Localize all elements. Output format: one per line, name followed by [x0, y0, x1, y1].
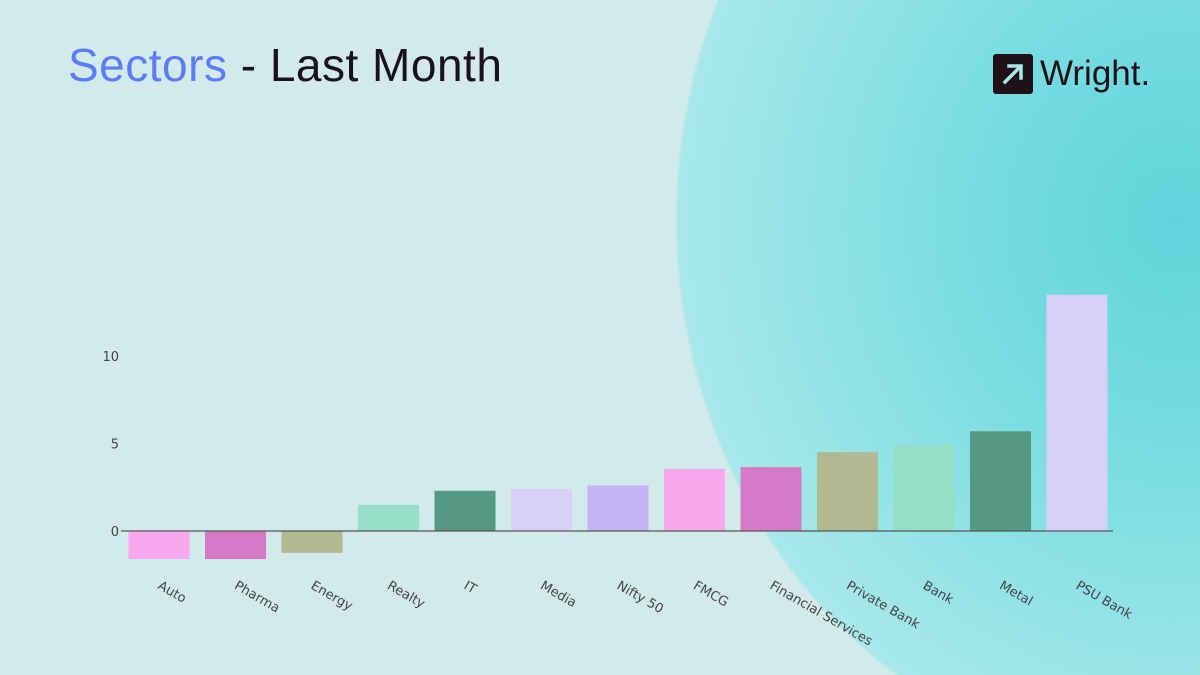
- x-tick-label: Media: [538, 578, 579, 611]
- x-tick-label: Bank: [920, 578, 956, 608]
- x-tick-label: FMCG: [691, 578, 731, 610]
- x-tick-label: IT: [461, 578, 479, 597]
- bar-bank: [893, 445, 955, 531]
- x-tick-label: Realty: [385, 578, 428, 612]
- bar-psu-bank: [1046, 294, 1108, 531]
- bar-private-bank: [817, 452, 878, 531]
- bar-it: [434, 490, 496, 531]
- bar-fmcg: [664, 468, 725, 531]
- x-tick-label: Pharma: [232, 578, 283, 616]
- title-rest: - Last Month: [227, 39, 503, 91]
- y-tick-label: 10: [102, 350, 119, 365]
- logo: Wright.: [993, 54, 1150, 94]
- x-tick-label: PSU Bank: [1073, 578, 1135, 622]
- x-tick-label: Energy: [308, 578, 355, 614]
- y-tick-label: 0: [111, 525, 119, 540]
- y-tick-label: 5: [111, 438, 119, 453]
- x-tick-label: Nifty 50: [614, 578, 666, 617]
- x-tick-label: Metal: [997, 578, 1036, 609]
- bar-pharma: [205, 531, 266, 559]
- bar-realty: [358, 504, 419, 531]
- bar-energy: [281, 531, 343, 553]
- arrow-up-right-icon: [993, 54, 1033, 94]
- bar-financial-services: [740, 467, 802, 531]
- bar-metal: [970, 431, 1031, 531]
- bar-auto: [128, 531, 190, 559]
- page-title: Sectors - Last Month: [68, 38, 502, 92]
- x-tick-label: Auto: [155, 578, 189, 606]
- logo-text: Wright.: [1040, 54, 1151, 93]
- title-accent: Sectors: [68, 39, 228, 91]
- bar-media: [511, 489, 572, 531]
- bar-nifty-50: [587, 485, 649, 531]
